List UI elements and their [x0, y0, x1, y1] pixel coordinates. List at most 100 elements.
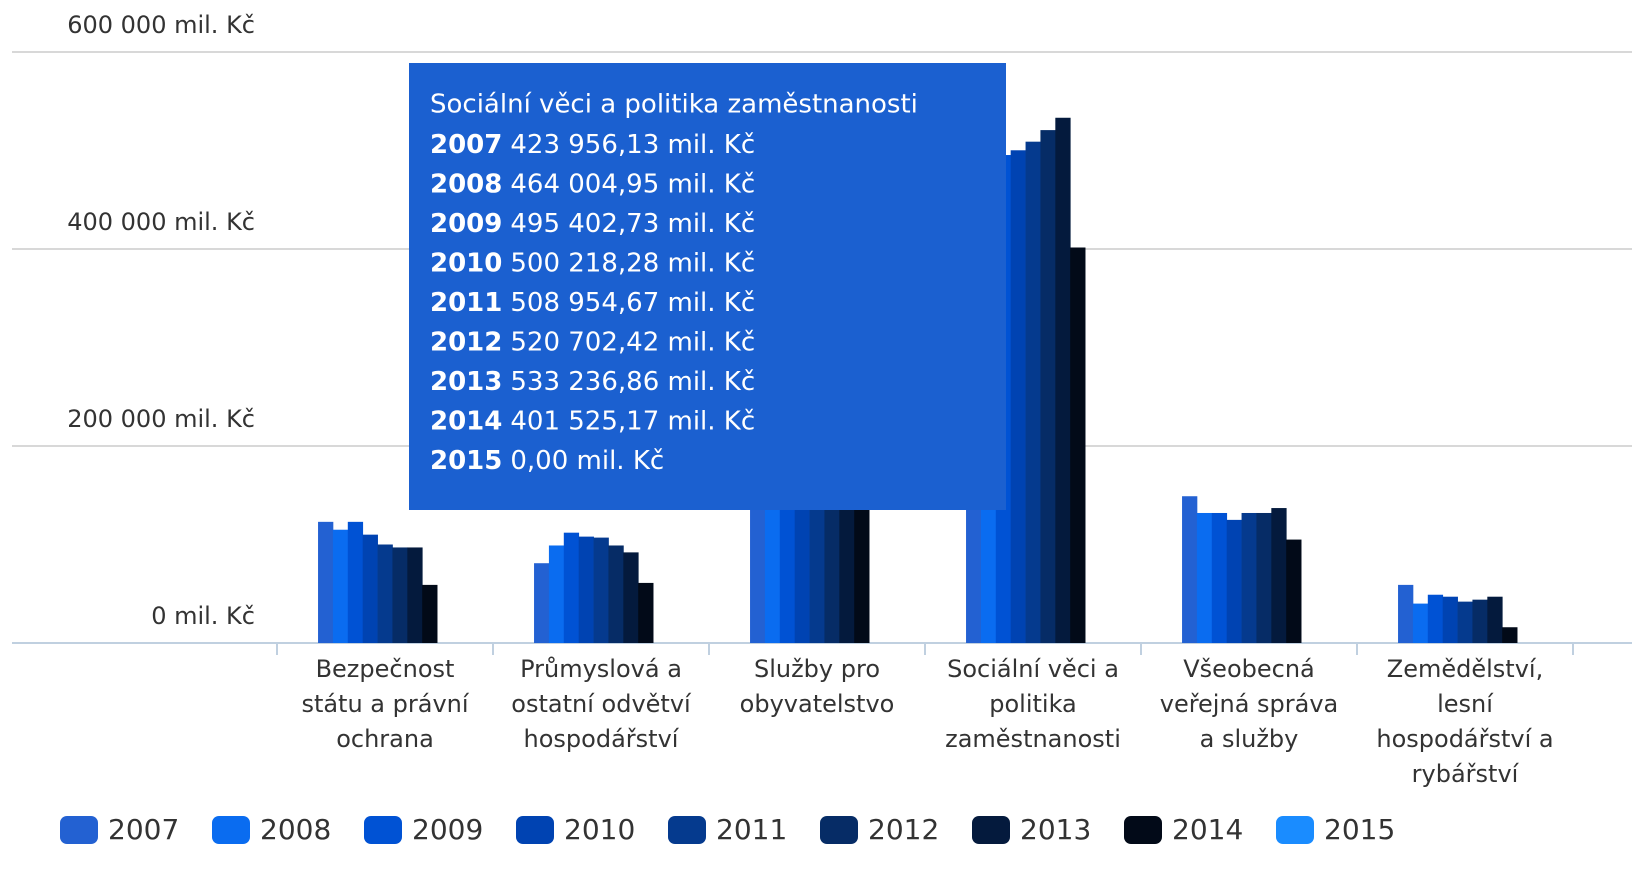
bar [1226, 519, 1242, 643]
bar [1286, 539, 1302, 643]
bar [623, 552, 639, 643]
legend-swatch [1276, 816, 1314, 844]
tooltip-year: 2012 [430, 327, 502, 357]
bar [422, 584, 438, 643]
bar [377, 544, 393, 643]
tooltip-box [409, 63, 1006, 510]
tooltip-row: 2009 495 402,73 mil. Kč [430, 209, 755, 239]
bar [407, 547, 423, 643]
bar [1196, 512, 1213, 643]
bar [750, 485, 766, 643]
tooltip-value: 401 525,17 mil. Kč [510, 406, 755, 436]
bar [1442, 596, 1458, 643]
tooltip-value: 520 702,42 mil. Kč [510, 327, 755, 357]
legend-swatch [1124, 816, 1162, 844]
tooltip-row: 2015 0,00 mil. Kč [430, 446, 664, 476]
bar [764, 480, 781, 643]
x-tick-label: Všeobecná veřejná správa a služby [1159, 655, 1339, 753]
bar [638, 582, 654, 643]
bar [534, 563, 550, 643]
legend-label: 2007 [108, 813, 179, 846]
tooltip-row: 2007 423 956,13 mil. Kč [430, 130, 755, 160]
tooltip-year: 2015 [430, 446, 502, 476]
legend-swatch [364, 816, 402, 844]
tooltip-year: 2011 [430, 288, 502, 318]
bar [824, 467, 840, 643]
y-tick-label: 0 mil. Kč [151, 602, 255, 630]
bar [779, 475, 796, 643]
bar [1398, 584, 1414, 643]
tooltip-year: 2007 [430, 130, 502, 160]
tooltip-year: 2014 [430, 406, 502, 436]
bar [809, 470, 825, 643]
legend-label: 2012 [868, 813, 939, 846]
tooltip-year: 2013 [430, 367, 502, 397]
x-tick-label: Služby pro obyvatelstvo [739, 655, 895, 718]
x-tick-label: Průmyslová a ostatní odvětví hospodářstv… [511, 655, 691, 753]
legend-swatch [212, 816, 250, 844]
bar [318, 521, 334, 643]
legend-label: 2014 [1172, 813, 1243, 846]
bar [578, 536, 594, 643]
bar [1025, 141, 1041, 643]
legend-label: 2015 [1324, 813, 1395, 846]
tooltip-row: 2013 533 236,86 mil. Kč [430, 367, 755, 397]
bar [1211, 512, 1228, 643]
legend-swatch [516, 816, 554, 844]
tooltip-value: 495 402,73 mil. Kč [510, 209, 755, 239]
tooltip-year: 2008 [430, 169, 502, 199]
tooltip-title: Sociální věci a politika zaměstnanosti [430, 90, 918, 120]
legend-swatch [60, 816, 98, 844]
bar [608, 545, 624, 643]
legend-label: 2013 [1020, 813, 1091, 846]
x-tick-label: Sociální věci a politika zaměstnanosti [945, 655, 1121, 753]
legend-swatch [820, 816, 858, 844]
x-tick-label: Zemědělství, lesní hospodářství a rybářs… [1376, 655, 1554, 788]
bar [1040, 130, 1056, 643]
bar [1271, 508, 1287, 643]
legend-label: 2009 [412, 813, 483, 846]
legend-label: 2008 [260, 813, 331, 846]
bar [1241, 512, 1257, 643]
bar [1010, 150, 1026, 644]
tooltip-value: 500 218,28 mil. Kč [510, 248, 755, 278]
bar [1472, 599, 1488, 643]
bar [392, 547, 408, 643]
legend-label: 2010 [564, 813, 635, 846]
bar [1427, 594, 1444, 643]
y-tick-label: 600 000 mil. Kč [67, 11, 255, 39]
tooltip-value: 0,00 mil. Kč [510, 446, 664, 476]
bar [548, 545, 565, 643]
tooltip-row: 2014 401 525,17 mil. Kč [430, 406, 755, 436]
bar [593, 537, 609, 643]
tooltip-row: 2011 508 954,67 mil. Kč [430, 288, 755, 318]
bar [1256, 512, 1272, 643]
bar [1487, 596, 1503, 643]
y-tick-label: 200 000 mil. Kč [67, 405, 255, 433]
tooltip-value: 423 956,13 mil. Kč [510, 130, 755, 160]
bar [1070, 247, 1086, 643]
tooltip-row: 2012 520 702,42 mil. Kč [430, 327, 755, 357]
bar [563, 532, 580, 643]
tooltip-row: 2010 500 218,28 mil. Kč [430, 248, 755, 278]
bar [1412, 603, 1429, 643]
tooltip-value: 533 236,86 mil. Kč [510, 367, 755, 397]
bar [1055, 117, 1071, 643]
bar [1182, 496, 1198, 643]
bar [794, 473, 810, 643]
y-tick-label: 400 000 mil. Kč [67, 208, 255, 236]
bar [1502, 627, 1518, 643]
tooltip-value: 508 954,67 mil. Kč [510, 288, 755, 318]
bar [332, 529, 349, 643]
bar [362, 534, 378, 643]
bar [854, 495, 870, 643]
legend-label: 2011 [716, 813, 787, 846]
bar [1457, 601, 1473, 643]
bar [347, 521, 364, 643]
tooltip-year: 2009 [430, 209, 502, 239]
tooltip: Sociální věci a politika zaměstnanosti 20… [409, 63, 1006, 510]
x-tick-label: Bezpečnost státu a právní ochrana [301, 655, 469, 753]
legend-swatch [668, 816, 706, 844]
